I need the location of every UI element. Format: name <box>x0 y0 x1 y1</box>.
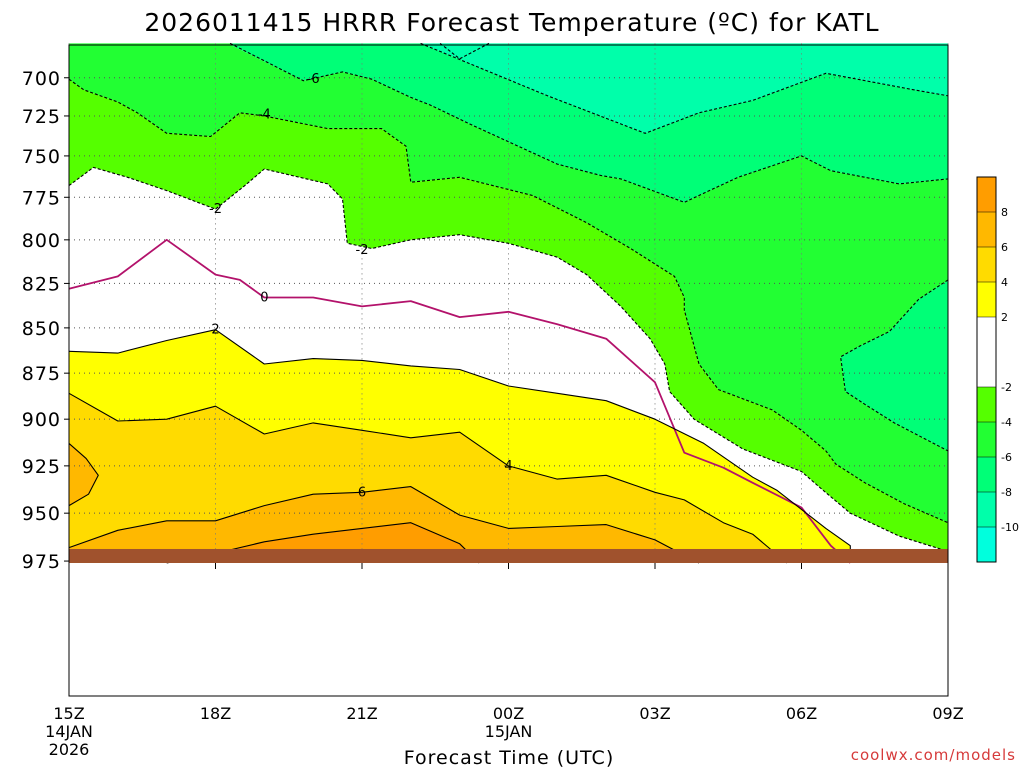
colorbar-bin <box>977 527 996 562</box>
x-tick-date-label: 14JAN <box>45 722 93 741</box>
credit-text: coolwx.com/models <box>851 746 1016 764</box>
contour-line-6 <box>68 486 700 564</box>
contour-line-minus6 <box>840 279 949 452</box>
colorbar-label: -10 <box>1001 521 1019 534</box>
fill-band-minus2 <box>69 79 948 552</box>
y-tick-label: 850 <box>22 318 61 340</box>
x-tick-label: 06Z <box>786 704 817 723</box>
colorbar-bin <box>977 457 996 492</box>
contour-label: -2 <box>209 202 222 217</box>
contour-label: -6 <box>307 72 320 87</box>
contour-label-layer: -6 -4 -2 -2 0 2 6 4 <box>209 72 513 500</box>
x-tick-label: 03Z <box>639 704 670 723</box>
contour-label: 6 <box>358 485 366 500</box>
colorbar-bin <box>977 177 996 212</box>
y-tick-label: 875 <box>22 363 61 385</box>
colorbar-bin <box>977 317 996 387</box>
y-tick-label: 925 <box>22 456 61 478</box>
x-tick-date-label: 15JAN <box>485 722 533 741</box>
contour-line-4 <box>68 392 788 564</box>
colorbar-label: 8 <box>1001 206 1008 219</box>
y-tick-label: 950 <box>22 503 61 525</box>
colorbar-label: -4 <box>1001 416 1012 429</box>
fill-band-plus8 <box>69 486 699 563</box>
contour-line-8 <box>68 442 99 507</box>
fill-band-plus4-low <box>69 329 851 563</box>
ground-surface <box>69 548 948 563</box>
x-tick-label: 21Z <box>346 704 377 723</box>
fill-band-minus6 <box>230 43 949 203</box>
y-tick-label: 975 <box>22 551 61 573</box>
colorbar-bin <box>977 212 996 247</box>
colorbar-label: 4 <box>1001 276 1008 289</box>
fill-band-minus4 <box>69 43 948 523</box>
y-tick-label: 750 <box>22 146 61 168</box>
y-tick-label: 725 <box>22 106 61 128</box>
contour-line-2 <box>68 329 851 563</box>
y-tick-label: 775 <box>22 187 61 209</box>
contour-label: 2 <box>211 323 219 338</box>
x-tick-label: 18Z <box>200 704 231 723</box>
fill-band-minus8 <box>332 43 948 134</box>
fill-band-plus8-west <box>69 443 99 506</box>
ground-layer <box>69 548 948 563</box>
contour-line-minus8 <box>420 42 949 134</box>
contour-label: 4 <box>504 459 512 474</box>
x-tick-label: 15Z <box>53 704 84 723</box>
contour-label: -2 <box>356 243 369 258</box>
contour-line-minus6 <box>229 42 949 203</box>
x-axis-label: Forecast Time (UTC) <box>404 747 614 768</box>
y-tick-label: 700 <box>22 68 61 90</box>
y-axis: 700 725 750 775 800 825 850 875 900 925 950 975 <box>22 68 69 573</box>
colorbar-bin <box>977 492 996 527</box>
y-tick-label: 900 <box>22 409 61 431</box>
colorbar-bin <box>977 282 996 317</box>
contour-line-minus10 <box>439 42 490 60</box>
colorbar-bin <box>977 422 996 457</box>
colorbar-frame <box>976 176 997 563</box>
colorbar: 8 6 4 2 -2 -4 -6 -8 -10 <box>976 176 1019 563</box>
colorbar-label: -6 <box>1001 451 1012 464</box>
x-tick-label: 00Z <box>493 704 524 723</box>
colorbar-label: 2 <box>1001 311 1008 324</box>
plot-frame <box>68 44 949 697</box>
y-tick-label: 825 <box>22 273 61 295</box>
contour-label: 0 <box>260 291 268 306</box>
contour-line-0 <box>68 238 851 564</box>
chart-title: 2026011415 HRRR Forecast Temperature (ºC… <box>144 8 879 37</box>
contour-line-minus2 <box>68 166 949 552</box>
fill-band-minus6-east <box>840 279 948 451</box>
x-tick-year-label: 2026 <box>49 740 90 759</box>
colorbar-bin <box>977 247 996 282</box>
colorbar-label: -2 <box>1001 381 1012 394</box>
x-tick-label: 09Z <box>932 704 963 723</box>
y-tick-label: 800 <box>22 230 61 252</box>
contour-label: -4 <box>258 107 271 122</box>
colorbar-label: 6 <box>1001 241 1008 254</box>
temperature-fill-layer <box>69 43 949 563</box>
colorbar-label: -8 <box>1001 486 1012 499</box>
colorbar-bin <box>977 387 996 422</box>
